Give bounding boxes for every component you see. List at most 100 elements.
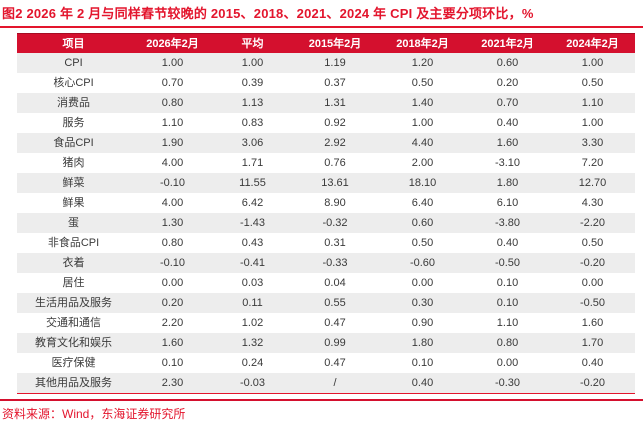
column-header: 2018年2月 [396, 38, 449, 50]
cell-value: -0.03 [239, 377, 266, 389]
table-row: 鲜果 4.00 6.42 8.90 6.40 6.10 4.30 [17, 193, 635, 213]
cell-value: -0.32 [322, 217, 348, 229]
cell-value: -0.60 [409, 257, 436, 269]
title-underline [0, 26, 643, 28]
cell-value: -3.80 [494, 217, 521, 229]
cell-value: 0.43 [241, 237, 264, 249]
cell-value: -0.10 [159, 257, 186, 269]
cell-value: 0.03 [241, 277, 264, 289]
cell-value: 6.42 [241, 197, 264, 209]
cell-value: 1.60 [161, 337, 184, 349]
cell-value: 0.04 [324, 277, 346, 289]
cell-value: -1.43 [239, 217, 266, 229]
row-label: 鲜菜 [62, 177, 85, 189]
cell-value: 1.10 [581, 97, 604, 109]
row-label: 居住 [62, 277, 85, 289]
cell-value: 1.02 [241, 317, 264, 329]
cell-value: -0.20 [579, 257, 606, 269]
cell-value: 4.40 [411, 137, 434, 149]
cell-value: 1.70 [581, 337, 604, 349]
cell-value: 1.13 [241, 97, 264, 109]
cell-value: 2.92 [324, 137, 346, 149]
cell-value: 1.32 [241, 337, 264, 349]
table-row: 核心CPI 0.70 0.39 0.37 0.50 0.20 0.50 [17, 73, 635, 93]
cell-value: 0.50 [411, 77, 434, 89]
cell-value: 0.76 [324, 157, 346, 169]
cell-value: -0.10 [159, 177, 186, 189]
cell-value: 4.00 [161, 197, 184, 209]
cell-value: 1.20 [411, 57, 434, 69]
cell-value: 4.30 [581, 197, 604, 209]
row-label: 教育文化和娱乐 [35, 337, 112, 349]
cell-value: 0.10 [161, 357, 184, 369]
table-row: 交通和通信 2.20 1.02 0.47 0.90 1.10 1.60 [17, 313, 635, 333]
row-label: CPI [64, 57, 83, 69]
cell-value: 0.70 [161, 77, 184, 89]
row-label: 猪肉 [62, 157, 85, 169]
cell-value: 0.60 [411, 217, 434, 229]
cell-value: 1.00 [581, 117, 604, 129]
cell-value: 0.10 [496, 297, 519, 309]
cell-value: 0.47 [324, 357, 346, 369]
cell-value: 1.60 [581, 317, 604, 329]
row-label: 食品CPI [53, 137, 94, 149]
cell-value: 13.61 [321, 177, 349, 189]
table-row: 其他用品及服务 2.30 -0.03 / 0.40 -0.30 -0.20 [17, 373, 635, 393]
cell-value: 1.00 [581, 57, 604, 69]
table-row: 居住 0.00 0.03 0.04 0.00 0.10 0.00 [17, 273, 635, 293]
cell-value: 0.40 [581, 357, 604, 369]
table-row: 鲜菜 -0.10 11.55 13.61 18.10 1.80 12.70 [17, 173, 635, 193]
row-label: 其他用品及服务 [35, 377, 112, 389]
cell-value: 0.50 [581, 237, 604, 249]
cell-value: 0.40 [496, 237, 519, 249]
cell-value: 0.00 [496, 357, 519, 369]
section-divider [0, 399, 643, 401]
row-label: 交通和通信 [46, 317, 101, 329]
cell-value: 0.30 [411, 297, 434, 309]
cell-value: 2.20 [161, 317, 184, 329]
cell-value: 0.20 [161, 297, 184, 309]
cell-value: 7.20 [581, 157, 604, 169]
cell-value: 1.00 [161, 57, 184, 69]
cell-value: 0.20 [496, 77, 519, 89]
table-row: 衣着 -0.10 -0.41 -0.33 -0.60 -0.50 -0.20 [17, 253, 635, 273]
cell-value: 3.06 [241, 137, 264, 149]
column-header: 项目 [62, 38, 85, 50]
cell-value: -0.30 [494, 377, 521, 389]
cell-value: -0.33 [322, 257, 348, 269]
cell-value: 0.60 [496, 57, 519, 69]
table-bottom-border [17, 393, 635, 394]
cell-value: 0.92 [324, 117, 346, 129]
cell-value: 11.55 [239, 177, 266, 189]
cell-value: 0.00 [411, 277, 434, 289]
cell-value: 12.70 [578, 177, 607, 189]
row-label: 生活用品及服务 [35, 297, 112, 309]
cell-value: 4.00 [161, 157, 184, 169]
cell-value: 8.90 [324, 197, 346, 209]
cell-value: 1.19 [324, 57, 346, 69]
cell-value: 0.31 [324, 237, 346, 249]
cell-value: 1.60 [496, 137, 519, 149]
cell-value: 0.40 [411, 377, 434, 389]
cell-value: 0.37 [324, 77, 346, 89]
cell-value: 0.55 [324, 297, 346, 309]
cell-value: -0.41 [239, 257, 266, 269]
cell-value: 1.71 [241, 157, 264, 169]
cell-value: 0.50 [411, 237, 434, 249]
row-label: 核心CPI [53, 77, 94, 89]
cell-value: 0.50 [581, 77, 604, 89]
column-header: 2021年2月 [481, 38, 534, 50]
cell-value: 1.00 [411, 117, 434, 129]
cell-value: -0.20 [579, 377, 606, 389]
cell-value: 1.90 [161, 137, 184, 149]
cell-value: 1.30 [161, 217, 184, 229]
cell-value: 1.10 [496, 317, 519, 329]
column-header: 2015年2月 [308, 38, 362, 50]
row-label: 医疗保健 [51, 357, 96, 369]
column-header: 2026年2月 [146, 38, 199, 50]
cell-value: 6.40 [411, 197, 434, 209]
table-header-row: 项目 2026年2月 平均 2015年2月 2018年2月 2021年2月 2024年2月 [17, 33, 635, 53]
cell-value: 1.40 [411, 97, 434, 109]
table-row: 蛋 1.30 -1.43 -0.32 0.60 -3.80 -2.20 [17, 213, 635, 233]
